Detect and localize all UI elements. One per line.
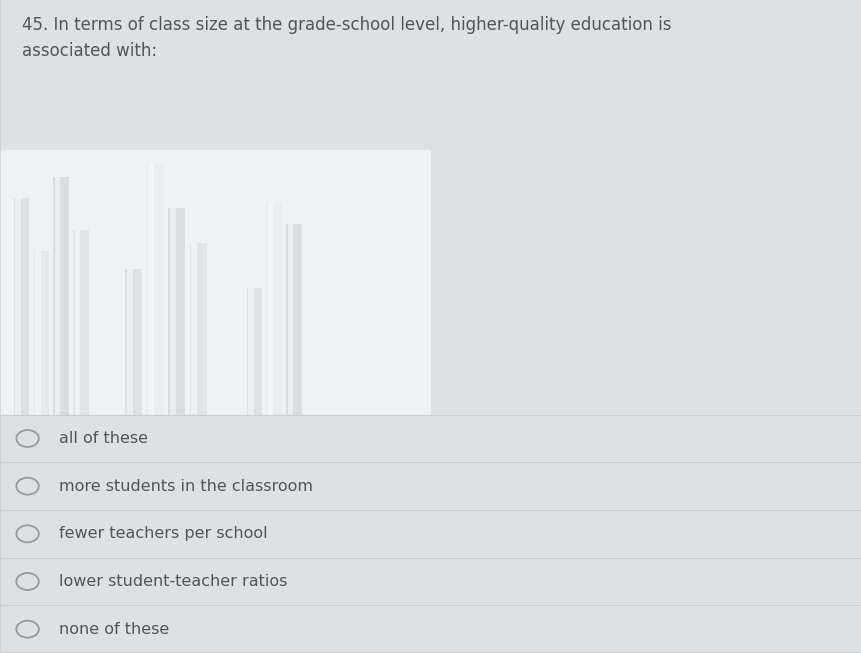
FancyBboxPatch shape <box>170 208 176 415</box>
FancyBboxPatch shape <box>168 208 185 415</box>
FancyBboxPatch shape <box>266 203 282 415</box>
FancyBboxPatch shape <box>288 224 293 415</box>
Text: all of these: all of these <box>59 431 147 446</box>
Text: 45. In terms of class size at the grade-school level, higher-quality education i: 45. In terms of class size at the grade-… <box>22 16 670 35</box>
FancyBboxPatch shape <box>53 176 69 415</box>
FancyBboxPatch shape <box>34 251 49 415</box>
Text: lower student-teacher ratios: lower student-teacher ratios <box>59 574 287 589</box>
FancyBboxPatch shape <box>125 269 142 415</box>
FancyBboxPatch shape <box>248 288 253 415</box>
FancyBboxPatch shape <box>75 230 80 415</box>
FancyBboxPatch shape <box>0 150 430 415</box>
Text: more students in the classroom: more students in the classroom <box>59 479 313 494</box>
FancyBboxPatch shape <box>55 176 60 415</box>
FancyBboxPatch shape <box>15 198 21 415</box>
FancyBboxPatch shape <box>127 269 133 415</box>
FancyBboxPatch shape <box>268 203 273 415</box>
FancyBboxPatch shape <box>73 230 89 415</box>
Text: fewer teachers per school: fewer teachers per school <box>59 526 267 541</box>
FancyBboxPatch shape <box>286 224 301 415</box>
Text: associated with:: associated with: <box>22 42 157 61</box>
FancyBboxPatch shape <box>189 243 207 415</box>
FancyBboxPatch shape <box>246 288 262 415</box>
FancyBboxPatch shape <box>146 163 164 415</box>
Text: none of these: none of these <box>59 622 169 637</box>
FancyBboxPatch shape <box>191 243 197 415</box>
FancyBboxPatch shape <box>0 150 430 415</box>
FancyBboxPatch shape <box>35 251 40 415</box>
FancyBboxPatch shape <box>14 198 29 415</box>
FancyBboxPatch shape <box>148 163 154 415</box>
